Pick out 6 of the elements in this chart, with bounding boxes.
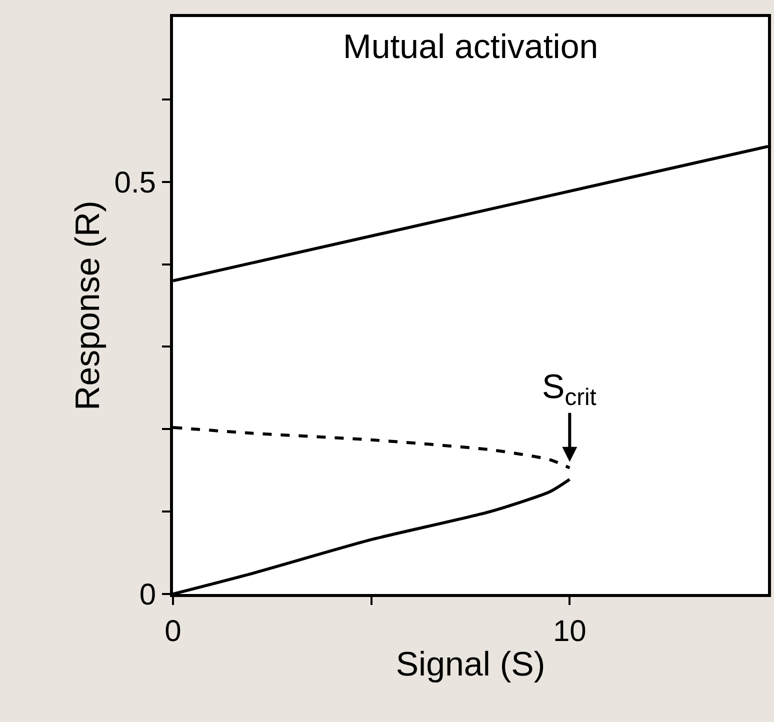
x-axis-title: Signal (S) <box>396 645 546 684</box>
chart-title: Mutual activation <box>343 28 598 66</box>
annotation: S$_{crit}$ <box>542 368 597 412</box>
y-tick-label: 0.5 <box>114 166 156 200</box>
x-tick-label: 10 <box>552 615 586 648</box>
y-axis-title: Response (R) <box>68 200 107 410</box>
